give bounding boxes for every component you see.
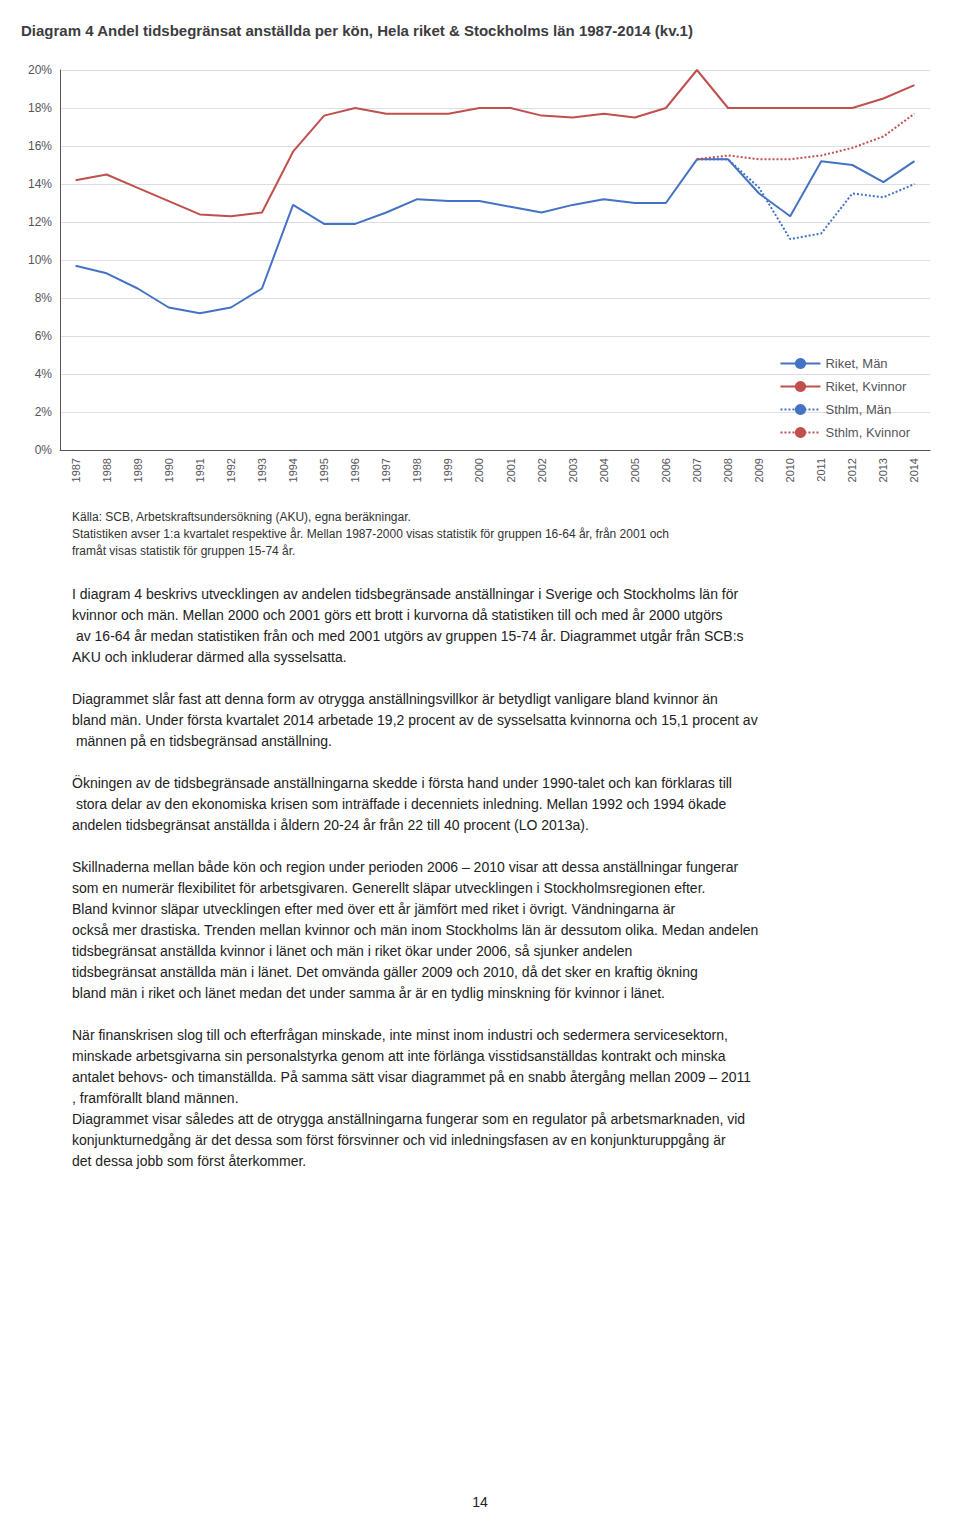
- svg-text:bland män i riket och länet me: bland män i riket och länet medan det un…: [72, 985, 665, 1001]
- svg-text:1997: 1997: [380, 458, 392, 482]
- svg-text:2000: 2000: [473, 458, 485, 482]
- svg-text:1998: 1998: [411, 458, 423, 482]
- svg-text:, framförallt bland männen.: , framförallt bland männen.: [72, 1090, 239, 1106]
- svg-text:14%: 14%: [28, 177, 52, 191]
- svg-text:som en numerär flexibilitet fö: som en numerär flexibilitet för arbetsgi…: [72, 880, 709, 896]
- svg-text:männen på en tidsbegränsad ans: männen på en tidsbegränsad anställning.: [72, 733, 332, 749]
- svg-text:10%: 10%: [28, 253, 52, 267]
- svg-text:När finanskrisen slog till och: När finanskrisen slog till och efterfråg…: [72, 1027, 732, 1043]
- svg-text:2012: 2012: [846, 458, 858, 482]
- svg-text:2002: 2002: [536, 458, 548, 482]
- svg-text:1996: 1996: [349, 458, 361, 482]
- svg-text:12%: 12%: [28, 215, 52, 229]
- svg-text:minskade arbetsgivarna sin per: minskade arbetsgivarna sin personalstyrk…: [72, 1048, 730, 1064]
- svg-text:Diagrammet visar således att d: Diagrammet visar således att de otrygga …: [72, 1111, 749, 1127]
- svg-text:Diagram 4 Andel tidsbegränsat: Diagram 4 Andel tidsbegränsat anställda …: [21, 22, 693, 39]
- svg-text:1999: 1999: [442, 458, 454, 482]
- svg-text:I diagram 4 beskrivs utvecklin: I diagram 4 beskrivs utvecklingen av and…: [72, 586, 742, 602]
- svg-text:20%: 20%: [28, 63, 52, 77]
- svg-text:framåt visas statistik för gru: framåt visas statistik för gruppen 15-74…: [72, 544, 295, 558]
- svg-text:stora delar av den ekonomiska: stora delar av den ekonomiska krisen som…: [72, 796, 730, 812]
- svg-text:Sthlm, Kvinnor: Sthlm, Kvinnor: [825, 425, 910, 440]
- svg-text:2001: 2001: [505, 458, 517, 482]
- svg-text:1990: 1990: [163, 458, 175, 482]
- svg-text:8%: 8%: [35, 291, 53, 305]
- svg-text:0%: 0%: [35, 443, 53, 457]
- svg-text:2006: 2006: [660, 458, 672, 482]
- svg-text:2005: 2005: [629, 458, 641, 482]
- svg-text:2009: 2009: [753, 458, 765, 482]
- svg-text:Bland kvinnor släpar utvecklin: Bland kvinnor släpar utvecklingen efter …: [72, 901, 679, 917]
- svg-text:Källa: SCB, Arbetskraftsunders: Källa: SCB, Arbetskraftsundersökning (AK…: [72, 510, 411, 524]
- svg-text:1988: 1988: [101, 458, 113, 482]
- svg-text:Ökningen av de tidsbegränsade: Ökningen av de tidsbegränsade anställnin…: [72, 774, 732, 791]
- svg-text:2%: 2%: [35, 405, 53, 419]
- svg-text:Diagrammet slår fast att denna: Diagrammet slår fast att denna form av o…: [72, 691, 722, 707]
- svg-text:4%: 4%: [35, 367, 53, 381]
- svg-text:2003: 2003: [567, 458, 579, 482]
- svg-text:2011: 2011: [815, 458, 827, 482]
- svg-text:1989: 1989: [132, 458, 144, 482]
- svg-text:18%: 18%: [28, 101, 52, 115]
- svg-text:Skillnaderna mellan både kön o: Skillnaderna mellan både kön och region …: [72, 859, 742, 875]
- svg-text:14: 14: [472, 1494, 488, 1510]
- svg-text:1994: 1994: [287, 458, 299, 482]
- svg-text:2013: 2013: [877, 458, 889, 482]
- svg-text:1995: 1995: [318, 458, 330, 482]
- svg-text:Riket, Män: Riket, Män: [825, 356, 887, 371]
- svg-text:2010: 2010: [784, 458, 796, 482]
- svg-text:2008: 2008: [722, 458, 734, 482]
- svg-text:2014: 2014: [908, 458, 920, 482]
- svg-text:tidsbegränsat anställda män i: tidsbegränsat anställda män i länet. Det…: [72, 964, 702, 980]
- svg-text:1987: 1987: [70, 458, 82, 482]
- svg-text:tidsbegränsat anställda kvinno: tidsbegränsat anställda kvinnor i länet …: [72, 943, 636, 959]
- svg-text:1992: 1992: [225, 458, 237, 482]
- svg-text:1991: 1991: [194, 458, 206, 482]
- svg-text:kvinnor och män. Mellan 2000 o: kvinnor och män. Mellan 2000 och 2001 gö…: [72, 607, 723, 623]
- svg-text:2007: 2007: [691, 458, 703, 482]
- svg-text:andelen tidsbegränsat anställd: andelen tidsbegränsat anställda i åldern…: [72, 817, 589, 833]
- svg-text:Riket, Kvinnor: Riket, Kvinnor: [825, 379, 907, 394]
- svg-text:också mer drastiska. Trenden m: också mer drastiska. Trenden mellan kvin…: [72, 922, 762, 938]
- svg-text:Statistiken avser 1:a kvartale: Statistiken avser 1:a kvartalet respekti…: [72, 527, 669, 541]
- svg-text:bland män. Under första kvarta: bland män. Under första kvartalet 2014 a…: [72, 712, 758, 728]
- svg-text:Sthlm, Män: Sthlm, Män: [825, 402, 891, 417]
- svg-text:1993: 1993: [256, 458, 268, 482]
- svg-text:2004: 2004: [598, 458, 610, 482]
- svg-text:16%: 16%: [28, 139, 52, 153]
- svg-text:AKU och inkluderar därmed alla: AKU och inkluderar därmed alla sysselsat…: [72, 649, 347, 665]
- svg-text:6%: 6%: [35, 329, 53, 343]
- svg-text:konjunkturnedgång är det dessa: konjunkturnedgång är det dessa som först…: [72, 1132, 730, 1148]
- svg-text:antalet behovs- och timanställ: antalet behovs- och timanställda. På sam…: [72, 1069, 751, 1085]
- svg-text:av 16-64 år medan statistiken: av 16-64 år medan statistiken från och m…: [72, 628, 747, 644]
- svg-text:det dessa jobb som först återk: det dessa jobb som först återkommer.: [72, 1153, 306, 1169]
